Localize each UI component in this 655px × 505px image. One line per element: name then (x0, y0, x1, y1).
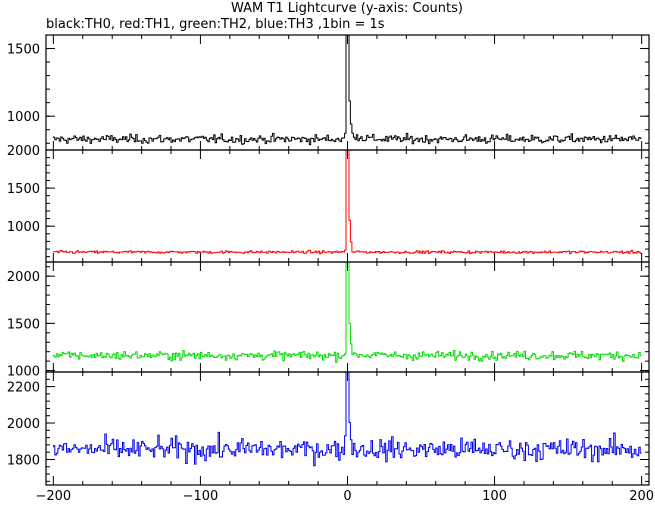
y-tick-label: 1500 (7, 43, 40, 58)
panel-frame (45, 34, 650, 151)
y-tick-label: 2200 (7, 381, 40, 396)
panels: 1000150010001500200010001500200018002000… (7, 34, 654, 504)
series-line-th3 (52, 372, 642, 467)
chart-subtitle: black:TH0, red:TH1, green:TH2, blue:TH3 … (46, 17, 385, 32)
y-tick-label: 1000 (7, 110, 40, 125)
series-line-th0 (52, 35, 642, 146)
panel-th0: 1000 1500 (7, 34, 650, 151)
y-tick-label: 2000 (7, 270, 40, 285)
y-tick-label: 1500 (7, 317, 40, 332)
y-tick-label: 1800 (7, 453, 40, 468)
y-tick-label: 2000 (7, 417, 40, 432)
x-tick-label: 100 (482, 489, 507, 504)
y-tick-label: 1000 (7, 220, 40, 235)
chart-title: WAM T1 Lightcurve (y-axis: Counts) (231, 1, 463, 16)
y-tick-label: 1000 (7, 365, 40, 380)
y-tick-label: 1500 (7, 182, 40, 197)
panel-th1: 1000 1500 2000 (7, 144, 650, 263)
panel-frame (45, 149, 650, 263)
series-line-th2 (52, 262, 642, 363)
x-tick-label: 0 (343, 489, 351, 504)
x-tick-label: 200 (629, 489, 654, 504)
x-tick-label: −100 (183, 489, 219, 504)
panel-th2: 1000 1500 2000 (7, 261, 650, 380)
panel-frame (45, 371, 650, 486)
series-line-th1 (52, 150, 642, 255)
y-tick-label: 2000 (7, 144, 40, 159)
panel-th3: 1800 2000 2200 (7, 371, 650, 486)
x-tick-label: −200 (35, 489, 71, 504)
